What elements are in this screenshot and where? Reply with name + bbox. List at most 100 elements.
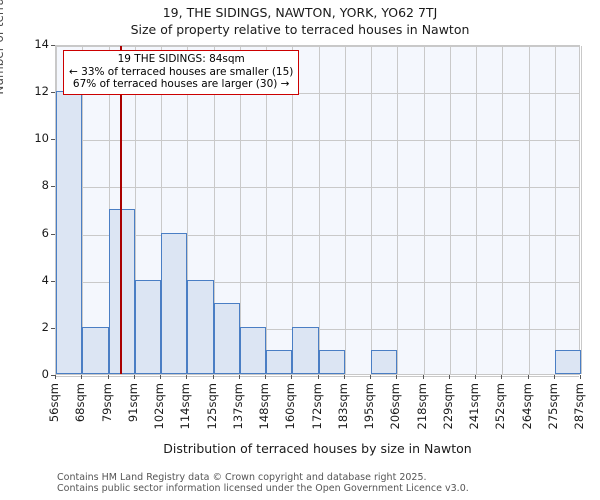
x-tick-mark (186, 375, 188, 379)
x-tick-mark (212, 375, 214, 379)
y-tick-mark (51, 139, 55, 141)
x-tick-label: 91sqm (125, 383, 140, 423)
gridline-vertical (371, 46, 372, 374)
y-tick-mark (51, 280, 55, 282)
y-tick-label: 6 (41, 225, 49, 240)
x-tick-label: 56sqm (47, 383, 61, 423)
annotation-callout: 19 THE SIDINGS: 84sqm ← 33% of terraced … (63, 50, 300, 95)
x-tick-mark (553, 375, 555, 379)
gridline-vertical (554, 46, 556, 374)
annotation-line-1: 19 THE SIDINGS: 84sqm (117, 53, 245, 65)
x-tick-label: 206sqm (388, 383, 403, 430)
x-tick-mark (81, 375, 83, 379)
y-axis-title: Number of terraced properties (0, 0, 6, 95)
x-tick-mark (527, 375, 529, 379)
y-tick-label: 14 (34, 37, 49, 51)
y-tick-label: 10 (34, 131, 49, 146)
bars-layer (56, 46, 581, 374)
gridline-horizontal (56, 187, 579, 189)
gridline-vertical (397, 46, 399, 374)
x-tick-mark (265, 375, 266, 379)
gridline-vertical (528, 46, 530, 374)
gridline-vertical (82, 46, 84, 374)
x-tick-mark (160, 375, 161, 379)
gridline-vertical (161, 46, 162, 374)
gridline-vertical (292, 46, 294, 374)
x-tick-mark (317, 375, 319, 379)
x-tick-label: 241sqm (467, 383, 481, 430)
x-tick-label: 114sqm (178, 383, 193, 430)
x-tick-label: 287sqm (572, 383, 586, 430)
gridline-vertical (449, 46, 451, 374)
annotation-line-2: ← 33% of terraced houses are smaller (15… (69, 65, 294, 78)
x-tick-mark (475, 375, 476, 379)
footer-line-1: Contains HM Land Registry data © Crown c… (57, 472, 427, 483)
x-tick-mark (422, 375, 424, 379)
gridline-vertical (344, 46, 346, 374)
x-tick-label: 148sqm (257, 383, 271, 430)
y-tick-mark (51, 45, 55, 46)
histogram-bar (554, 350, 581, 374)
x-tick-label: 252sqm (493, 383, 508, 430)
x-tick-mark (107, 375, 109, 379)
x-tick-mark (238, 375, 240, 379)
x-tick-mark (291, 375, 293, 379)
x-tick-mark (133, 375, 135, 379)
y-tick-label: 0 (41, 367, 49, 381)
gridline-vertical (476, 46, 477, 374)
x-tick-label: 218sqm (414, 383, 429, 430)
x-tick-mark (370, 375, 371, 379)
y-tick-mark (51, 92, 55, 94)
histogram-bar (56, 91, 83, 374)
gridline-vertical (423, 46, 425, 374)
y-tick-mark (51, 186, 55, 188)
histogram-bar (82, 326, 109, 374)
chart-subtitle: Size of property relative to terraced ho… (130, 22, 470, 37)
x-tick-label: 183sqm (335, 383, 350, 430)
gridline-vertical (134, 46, 136, 374)
histogram-bar (134, 279, 161, 374)
gridline-vertical (213, 46, 215, 374)
x-tick-label: 125sqm (204, 383, 219, 430)
y-axis-tick-labels: 0 2 4 6 8 10 12 14 (0, 0, 49, 500)
x-tick-label: 160sqm (283, 383, 298, 430)
x-tick-label: 229sqm (440, 383, 455, 430)
x-tick-mark (580, 375, 581, 379)
x-tick-mark (343, 375, 345, 379)
plot-area (55, 45, 582, 377)
histogram-bar (161, 232, 188, 374)
histogram-bar (239, 326, 266, 374)
gridline-vertical (239, 46, 241, 374)
x-tick-label: 102sqm (152, 383, 166, 430)
title-block: 19, THE SIDINGS, NAWTON, YORK, YO62 7TJ … (0, 4, 600, 39)
y-tick-mark (51, 327, 55, 329)
histogram-bar (292, 326, 319, 374)
histogram-bar (213, 303, 240, 374)
histogram-bar (187, 279, 214, 374)
x-tick-mark (448, 375, 450, 379)
x-tick-label: 79sqm (99, 383, 114, 423)
y-tick-mark (51, 233, 55, 235)
y-tick-label: 8 (41, 178, 49, 193)
y-tick-label: 2 (41, 319, 49, 334)
x-axis-title: Distribution of terraced houses by size … (163, 441, 472, 456)
histogram-bar (371, 350, 398, 374)
gridline-horizontal (56, 281, 579, 283)
x-tick-label: 275sqm (545, 383, 560, 430)
x-tick-label: 195sqm (362, 383, 376, 430)
gridline-vertical (502, 46, 504, 374)
histogram-bar (266, 350, 293, 374)
x-tick-mark (501, 375, 503, 379)
gridline-vertical (581, 46, 582, 374)
gridline-vertical (187, 46, 189, 374)
x-tick-label: 172sqm (309, 383, 324, 430)
x-tick-label: 264sqm (519, 383, 534, 430)
x-tick-label: 137sqm (230, 383, 245, 430)
property-marker-line (119, 46, 122, 374)
x-tick-label: 68sqm (73, 383, 88, 423)
annotation-line-3: 67% of terraced houses are larger (30) → (72, 78, 290, 90)
attribution-footer: Contains HM Land Registry data © Crown c… (57, 472, 469, 494)
gridline-vertical (266, 46, 267, 374)
y-tick-label: 4 (41, 272, 49, 287)
